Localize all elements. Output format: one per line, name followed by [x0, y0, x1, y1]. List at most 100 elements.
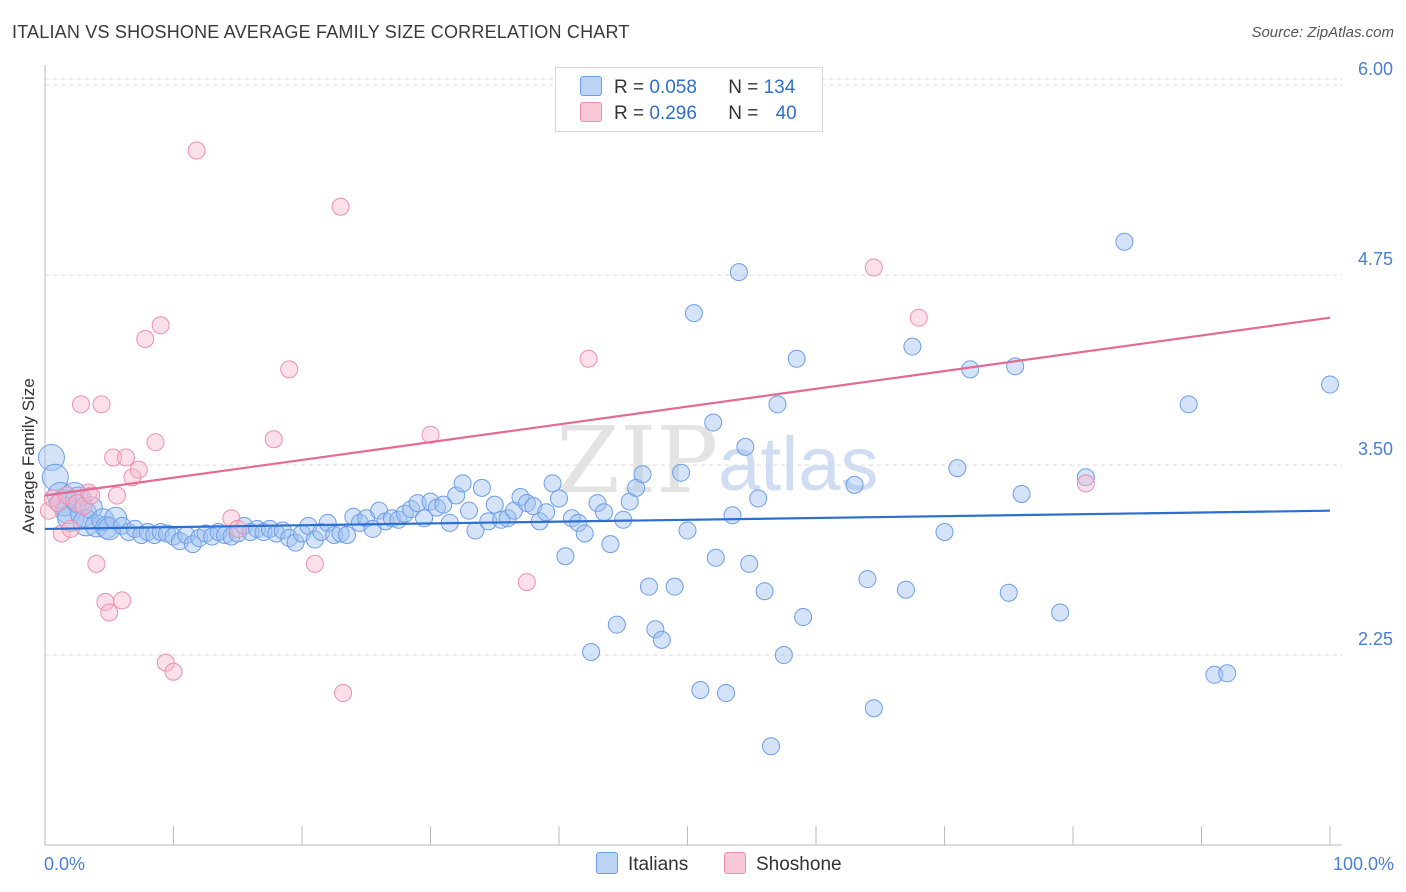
legend-r-value-italians: 0.058	[649, 77, 697, 98]
point-shoshone	[280, 360, 299, 379]
legend-swatch-italians	[580, 76, 602, 96]
point-shoshone	[187, 141, 206, 160]
bottom-legend-swatch-italians	[596, 852, 618, 874]
point-italians	[864, 699, 883, 718]
point-italians	[646, 620, 665, 639]
point-italians	[485, 495, 504, 514]
legend-n-value-italians: 134	[763, 77, 796, 98]
point-italians	[286, 533, 305, 552]
point-shoshone	[87, 554, 106, 573]
point-italians	[337, 526, 356, 544]
point-italians	[896, 580, 915, 599]
point-italians	[543, 474, 562, 493]
point-italians	[1205, 665, 1224, 684]
bottom-legend-shoshone: Shoshone	[724, 852, 842, 876]
source-label: Source: ZipAtlas.com	[1251, 24, 1394, 41]
point-italians	[740, 554, 759, 573]
bottom-legend-swatch-shoshone	[724, 852, 746, 874]
point-italians	[492, 510, 511, 529]
point-italians	[845, 475, 864, 494]
point-shoshone	[123, 468, 142, 487]
legend-r-label: R =	[614, 103, 645, 124]
point-italians	[70, 500, 98, 528]
point-italians	[1076, 468, 1095, 487]
y-tick-label: 6.00	[1358, 59, 1393, 79]
point-italians	[594, 503, 613, 522]
point-italians	[588, 494, 607, 513]
point-italians	[935, 522, 954, 541]
point-italians	[1051, 603, 1070, 622]
point-italians	[1115, 232, 1134, 251]
point-italians	[755, 582, 774, 601]
y-tick-label: 4.75	[1358, 249, 1393, 269]
point-shoshone	[331, 197, 350, 216]
point-shoshone	[136, 329, 155, 348]
point-italians	[1012, 484, 1031, 503]
point-italians	[762, 737, 781, 756]
point-italians	[537, 503, 556, 522]
point-italians	[639, 577, 658, 596]
legend-n-label: N =	[728, 77, 759, 98]
point-italians	[678, 521, 697, 540]
point-italians	[672, 463, 691, 482]
point-shoshone	[517, 573, 536, 592]
legend-n-label: N =	[728, 103, 759, 124]
trend-lines	[44, 316, 1331, 531]
bottom-legend-italians: Italians	[596, 852, 688, 876]
point-italians	[190, 529, 209, 548]
point-italians	[556, 547, 575, 566]
trend-line-italians	[44, 509, 1331, 531]
point-shoshone	[71, 395, 90, 414]
point-italians	[787, 349, 806, 368]
watermark-atlas: atlas	[718, 422, 879, 507]
point-italians	[569, 513, 588, 532]
point-shoshone	[864, 258, 883, 277]
point-italians	[582, 643, 601, 662]
point-italians	[736, 437, 755, 456]
point-italians	[704, 413, 723, 432]
point-italians	[706, 548, 725, 567]
point-italians	[479, 512, 498, 531]
point-shoshone	[113, 591, 132, 610]
point-shoshone	[264, 430, 283, 449]
y-tick-label: 3.50	[1358, 439, 1393, 459]
point-shoshone	[164, 662, 183, 681]
point-italians	[1218, 664, 1237, 683]
point-shoshone	[909, 308, 928, 327]
point-shoshone	[92, 395, 111, 414]
point-italians	[999, 583, 1018, 602]
point-italians	[794, 608, 813, 627]
point-italians	[228, 524, 247, 543]
point-italians	[652, 630, 671, 649]
correlation-legend: R = 0.058 N = 134 R = 0.296 N = 40	[555, 67, 823, 132]
x-tick-label-max: 100.0%	[1333, 854, 1394, 874]
point-italians	[858, 570, 877, 589]
point-shoshone	[305, 554, 324, 573]
legend-swatch-shoshone	[580, 102, 602, 122]
bottom-legend-label-shoshone: Shoshone	[756, 854, 842, 875]
point-italians	[684, 304, 703, 323]
point-italians	[460, 501, 479, 520]
legend-r-label: R =	[614, 77, 645, 98]
point-italians	[633, 465, 652, 484]
point-shoshone	[107, 486, 126, 505]
point-shoshone	[1076, 474, 1095, 493]
point-shoshone	[39, 501, 58, 520]
point-italians	[601, 535, 620, 554]
point-italians	[1179, 395, 1198, 414]
x-tick-label-min: 0.0%	[44, 854, 85, 874]
point-shoshone	[74, 497, 93, 516]
point-italians	[305, 530, 324, 549]
point-shoshone	[228, 519, 247, 538]
point-italians	[768, 395, 787, 414]
point-italians	[948, 459, 967, 478]
point-italians	[691, 681, 710, 699]
point-italians	[607, 615, 626, 634]
y-axis-label: Average Family Size	[19, 378, 38, 534]
legend-row-italians: R = 0.058 N = 134	[580, 76, 795, 100]
point-shoshone	[146, 433, 165, 452]
point-italians	[1321, 375, 1339, 394]
point-italians	[325, 526, 344, 544]
point-shoshone	[104, 448, 123, 467]
